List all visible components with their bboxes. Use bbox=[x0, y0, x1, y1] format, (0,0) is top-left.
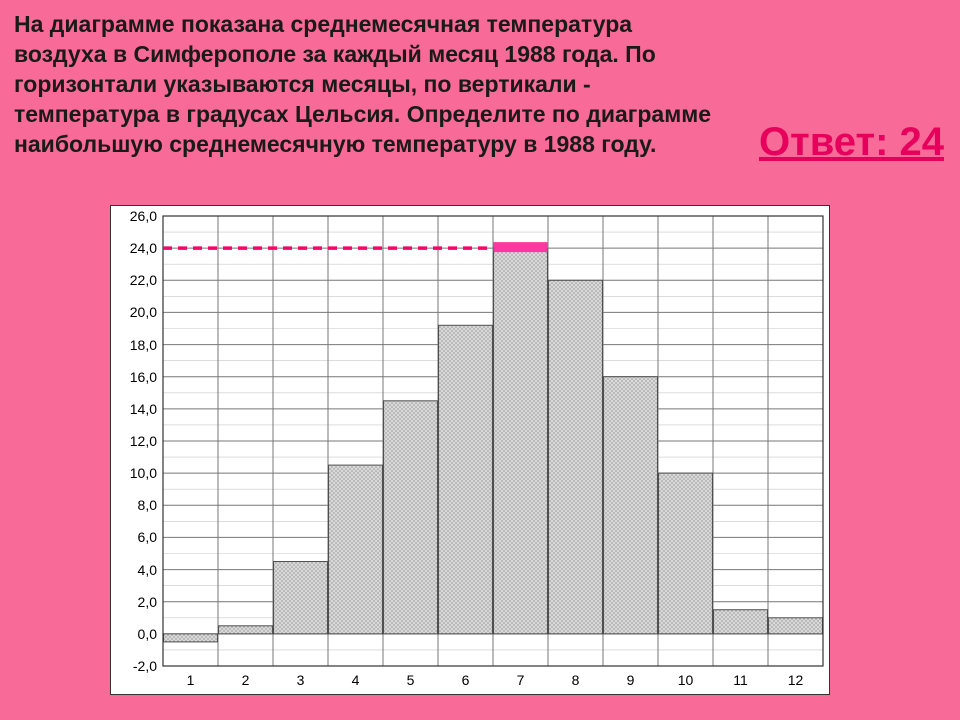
y-axis-label: 2,0 bbox=[117, 594, 157, 610]
y-axis-label: 12,0 bbox=[117, 433, 157, 449]
question-text: На диаграмме показана среднемесячная тем… bbox=[14, 10, 714, 159]
x-axis-label: 5 bbox=[407, 672, 415, 688]
y-axis-label: 24,0 bbox=[117, 240, 157, 256]
x-axis-label: 2 bbox=[242, 672, 250, 688]
answer-text: Ответ: 24 bbox=[759, 120, 944, 165]
y-axis-label: 20,0 bbox=[117, 304, 157, 320]
temperature-chart: -2,0 0,0 2,0 4,0 6,0 8,0 10,0 12,0 14,0 16,0 18,0 2… bbox=[110, 205, 830, 695]
y-axis-label: 0,0 bbox=[117, 626, 157, 642]
chart-svg bbox=[111, 206, 831, 696]
y-axis-label: 10,0 bbox=[117, 465, 157, 481]
x-axis-label: 8 bbox=[572, 672, 580, 688]
y-axis-label: 26,0 bbox=[117, 208, 157, 224]
x-axis-label: 6 bbox=[462, 672, 470, 688]
x-axis-label: 10 bbox=[678, 672, 694, 688]
y-axis-label: 18,0 bbox=[117, 337, 157, 353]
x-axis-label: 3 bbox=[297, 672, 305, 688]
x-axis-label: 11 bbox=[733, 672, 748, 688]
y-axis-label: 6,0 bbox=[117, 529, 157, 545]
y-axis-label: 16,0 bbox=[117, 369, 157, 385]
x-axis-label: 4 bbox=[352, 672, 360, 688]
y-axis-label: -2,0 bbox=[117, 658, 157, 674]
x-axis-label: 7 bbox=[517, 672, 525, 688]
y-axis-label: 22,0 bbox=[117, 272, 157, 288]
x-axis-label: 9 bbox=[627, 672, 635, 688]
slide: На диаграмме показана среднемесячная тем… bbox=[0, 0, 960, 720]
x-axis-label: 1 bbox=[187, 672, 195, 688]
y-axis-label: 4,0 bbox=[117, 562, 157, 578]
y-axis-label: 8,0 bbox=[117, 497, 157, 513]
x-axis-label: 12 bbox=[788, 672, 804, 688]
y-axis-label: 14,0 bbox=[117, 401, 157, 417]
